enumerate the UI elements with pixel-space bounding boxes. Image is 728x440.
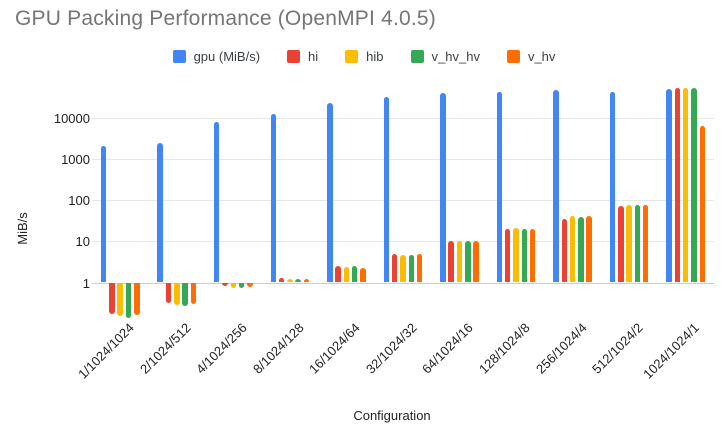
x-tick-label: 1024/1024/1 bbox=[640, 320, 703, 382]
x-tick-label: 4/1024/256 bbox=[193, 320, 250, 377]
x-tick-label: 128/1024/8 bbox=[476, 320, 533, 377]
bar-v-hv-hv-2-1024-512 bbox=[182, 282, 188, 306]
gridline bbox=[92, 241, 714, 243]
bar-v-hv-hv-32-1024-32 bbox=[408, 254, 414, 283]
bar-v-hv-64-1024-16 bbox=[473, 240, 479, 283]
bar-v-hv-256-1024-4 bbox=[586, 216, 592, 283]
bar-v-hv-hv-1-1024-1024 bbox=[125, 282, 132, 318]
gridline-baseline bbox=[92, 282, 714, 284]
legend-label: hi bbox=[308, 49, 319, 64]
legend-item-v-hv: v_hv bbox=[506, 49, 556, 64]
bar-v-hv-16-1024-64 bbox=[360, 267, 366, 283]
bar-hib-64-1024-16 bbox=[456, 240, 463, 283]
bar-hi-16-1024-64 bbox=[335, 266, 341, 283]
bar-hi-64-1024-16 bbox=[448, 241, 454, 283]
y-tick-label: 10 bbox=[75, 234, 90, 250]
y-tick-label: 1 bbox=[82, 275, 90, 291]
bar-v-hv-1024-1024-1 bbox=[699, 125, 706, 283]
bar-hi-4-1024-256 bbox=[222, 282, 228, 287]
bar-gpu-mib-s--8-1024-128 bbox=[270, 114, 276, 283]
bar-v-hv-hv-8-1024-128 bbox=[295, 279, 301, 283]
bar-v-hv-4-1024-256 bbox=[247, 282, 253, 287]
bar-hib-2-1024-512 bbox=[174, 282, 180, 306]
bar-hi-1-1024-1024 bbox=[109, 282, 115, 315]
bar-hi-32-1024-32 bbox=[391, 253, 398, 283]
x-tick-label: 8/1024/128 bbox=[249, 320, 307, 377]
bar-v-hv-512-1024-2 bbox=[642, 204, 649, 283]
legend-item-hi: hi bbox=[287, 49, 318, 64]
x-tick-label: 32/1024/32 bbox=[362, 320, 420, 377]
bar-hib-128-1024-8 bbox=[513, 228, 519, 283]
legend-swatch-icon bbox=[410, 50, 424, 63]
bar-gpu-mib-s--2-1024-512 bbox=[157, 142, 163, 283]
bar-hib-256-1024-4 bbox=[569, 216, 576, 283]
legend-label: v_hv bbox=[527, 49, 556, 64]
chart-title: GPU Packing Performance (OpenMPI 4.0.5) bbox=[15, 7, 436, 30]
bar-gpu-mib-s--16-1024-64 bbox=[327, 103, 333, 283]
bar-gpu-mib-s--4-1024-256 bbox=[213, 122, 220, 283]
bar-v-hv-32-1024-32 bbox=[416, 253, 423, 283]
x-axis-title: Configuration bbox=[353, 408, 431, 423]
bar-gpu-mib-s--1024-1024-1 bbox=[666, 88, 672, 283]
bar-hi-512-1024-2 bbox=[618, 206, 624, 283]
legend-label: gpu (MiB/s) bbox=[193, 49, 261, 64]
bar-hib-32-1024-32 bbox=[400, 254, 406, 283]
bar-v-hv-2-1024-512 bbox=[190, 282, 197, 304]
bar-hib-8-1024-128 bbox=[287, 278, 293, 283]
bar-v-hv-1-1024-1024 bbox=[134, 282, 140, 316]
bar-v-hv-hv-16-1024-64 bbox=[351, 266, 358, 283]
x-tick-label: 512/1024/2 bbox=[589, 320, 646, 377]
x-tick-label: 256/1024/4 bbox=[532, 320, 590, 377]
x-tick-label: 1/1024/1024 bbox=[75, 320, 137, 382]
legend-item-v-hv-hv: v_hv_hv bbox=[410, 49, 480, 64]
legend-swatch-icon bbox=[172, 50, 186, 63]
bar-hib-4-1024-256 bbox=[230, 282, 237, 288]
bar-hi-1024-1024-1 bbox=[674, 87, 681, 283]
legend-label: hib bbox=[366, 49, 384, 64]
bar-v-hv-hv-4-1024-256 bbox=[238, 282, 245, 289]
bar-v-hv-hv-256-1024-4 bbox=[578, 217, 584, 283]
bar-hi-2-1024-512 bbox=[165, 282, 172, 304]
bar-hib-1-1024-1024 bbox=[117, 282, 123, 317]
gridline bbox=[92, 159, 714, 161]
bar-v-hv-128-1024-8 bbox=[529, 228, 536, 283]
legend-label: v_hv_hv bbox=[431, 49, 480, 64]
gridline bbox=[92, 118, 714, 120]
bar-gpu-mib-s--32-1024-32 bbox=[383, 96, 390, 283]
plot-area bbox=[92, 82, 714, 322]
legend-item-hib: hib bbox=[345, 49, 384, 64]
bar-gpu-mib-s--256-1024-4 bbox=[553, 90, 559, 283]
bar-v-hv-hv-1024-1024-1 bbox=[691, 87, 697, 283]
bar-hi-128-1024-8 bbox=[504, 229, 511, 283]
x-tick-label: 2/1024/512 bbox=[136, 320, 194, 377]
chart-legend: gpu (MiB/s) hi hib v_hv_hv v_hv bbox=[0, 49, 728, 64]
x-tick-label: 16/1024/64 bbox=[306, 320, 364, 377]
bar-v-hv-hv-512-1024-2 bbox=[634, 205, 641, 283]
legend-swatch-icon bbox=[287, 50, 301, 63]
bar-gpu-mib-s--1-1024-1024 bbox=[100, 145, 107, 283]
bar-hib-16-1024-64 bbox=[343, 266, 350, 283]
bar-v-hv-hv-64-1024-16 bbox=[465, 241, 471, 283]
y-tick-label: 100 bbox=[68, 193, 90, 209]
bar-v-hv-8-1024-128 bbox=[303, 278, 310, 283]
bar-hib-1024-1024-1 bbox=[682, 88, 689, 283]
bar-v-hv-hv-128-1024-8 bbox=[521, 229, 528, 283]
bar-hi-8-1024-128 bbox=[278, 277, 285, 283]
bar-gpu-mib-s--512-1024-2 bbox=[609, 91, 616, 283]
x-tick-label: 64/1024/16 bbox=[419, 320, 477, 377]
bar-gpu-mib-s--64-1024-16 bbox=[440, 93, 446, 283]
bar-gpu-mib-s--128-1024-8 bbox=[496, 92, 503, 283]
gridline bbox=[92, 200, 714, 202]
y-tick-label: 1000 bbox=[61, 152, 90, 168]
y-tick-label: 10000 bbox=[53, 111, 90, 127]
legend-swatch-icon bbox=[345, 50, 359, 63]
legend-item-gpu-mib-s-: gpu (MiB/s) bbox=[172, 49, 261, 64]
bar-hi-256-1024-4 bbox=[561, 218, 568, 283]
bar-hib-512-1024-2 bbox=[626, 204, 632, 283]
legend-swatch-icon bbox=[506, 50, 520, 63]
